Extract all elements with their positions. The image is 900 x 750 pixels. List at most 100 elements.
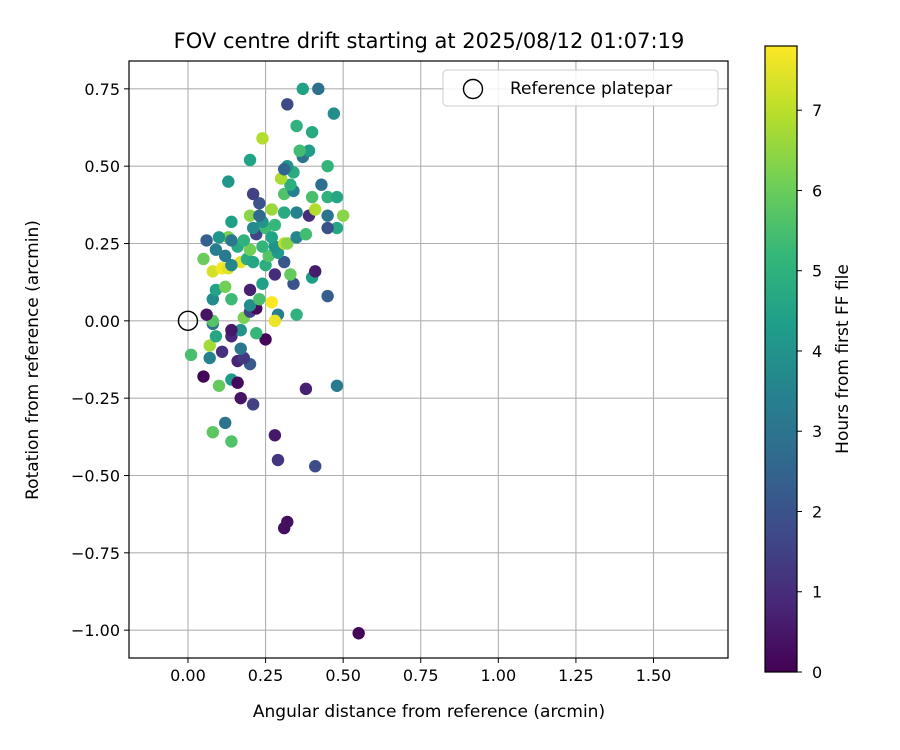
scatter-point: [225, 435, 238, 448]
x-axis-ticks: 0.00 0.25 0.50 0.75 1.00 1.25 1.50: [170, 658, 671, 685]
scatter-point: [215, 345, 229, 358]
colorbar-tick-label: 2: [812, 502, 822, 521]
legend-label: Reference platepar: [510, 79, 672, 99]
scatter-point: [212, 231, 226, 244]
scatter-point: [243, 209, 257, 222]
scatter-point: [253, 209, 266, 222]
scatter-point: [246, 221, 260, 235]
scatter-point: [265, 231, 278, 244]
scatter-point: [209, 243, 223, 256]
chart-title: FOV centre drift starting at 2025/08/12 …: [174, 29, 685, 53]
scatter-point: [299, 382, 313, 396]
colorbar-label: Hours from first FF file: [833, 264, 853, 454]
y-tick-label: −0.25: [71, 389, 120, 408]
x-tick-label: 0.50: [325, 666, 361, 685]
y-tick-label: 0.75: [84, 80, 120, 99]
colorbar: [764, 45, 798, 673]
scatter-point: [253, 197, 266, 210]
scatter-point: [309, 203, 322, 216]
colorbar-tick-label: 3: [812, 422, 822, 441]
scatter-point: [290, 308, 303, 321]
scatter-point: [299, 228, 313, 241]
scatter-point: [225, 234, 238, 247]
reference-platepar-marker: [177, 310, 199, 332]
scatter-point: [321, 159, 334, 173]
scatter-point: [309, 460, 322, 473]
scatter-point: [271, 453, 285, 467]
scatter-point: [321, 289, 334, 303]
scatter-point: [234, 323, 247, 337]
scatter-point: [246, 187, 260, 201]
scatter-point: [203, 351, 216, 365]
scatter-point: [309, 265, 322, 278]
scatter-point: [209, 330, 223, 343]
scatter-point: [219, 416, 232, 430]
scatter-point: [184, 348, 198, 362]
legend: Reference platepar: [442, 69, 719, 107]
scatter-point: [305, 190, 319, 204]
scatter-point: [197, 370, 210, 383]
scatter-point: [243, 283, 257, 297]
scatter-point: [222, 175, 235, 188]
scatter-point: [212, 379, 226, 392]
colorbar-tick-label: 6: [812, 181, 822, 200]
scatter-point: [231, 376, 244, 389]
scatter-point: [203, 339, 216, 352]
scatter-point: [200, 234, 213, 247]
scatter-point: [243, 299, 257, 312]
legend-box: [442, 69, 719, 107]
scatter-point: [277, 206, 291, 219]
scatter-point: [246, 398, 260, 411]
y-tick-label: −1.00: [71, 621, 120, 640]
scatter-point: [253, 292, 266, 306]
x-tick-label: 0.75: [403, 666, 439, 685]
scatter-point: [234, 342, 247, 355]
scatter-point: [284, 268, 297, 281]
scatter-point: [265, 296, 278, 309]
colorbar-tick-label: 7: [812, 101, 822, 120]
scatter-point: [296, 82, 310, 96]
scatter-point: [237, 234, 251, 247]
scatter-point: [330, 379, 344, 392]
legend-marker-icon: [462, 78, 484, 100]
scatter-point: [352, 627, 365, 640]
colorbar-tick-label: 0: [812, 663, 822, 682]
scatter-point: [268, 268, 282, 281]
scatter-point: [243, 243, 257, 256]
scatter-point: [277, 255, 291, 269]
x-tick-label: 1.25: [558, 666, 594, 685]
x-tick-label: 1.00: [481, 666, 517, 685]
y-tick-label: −0.50: [71, 466, 120, 485]
scatter-point: [200, 308, 213, 321]
y-axis-label: Rotation from reference (arcmin): [23, 220, 43, 500]
y-tick-label: 0.00: [84, 312, 120, 331]
scatter-point: [197, 252, 210, 266]
scatter-point: [277, 163, 291, 176]
scatter-point: [246, 255, 260, 269]
scatter-point: [321, 190, 334, 204]
x-tick-label: 0.00: [170, 666, 206, 685]
scatter-point: [234, 391, 247, 405]
scatter-point: [336, 209, 350, 222]
scatter-point: [293, 144, 306, 157]
colorbar-tick-label: 1: [812, 583, 822, 602]
scatter-point: [206, 425, 219, 439]
scatter-point: [290, 206, 303, 219]
scatter-point: [256, 277, 269, 290]
scatter-points: [184, 82, 365, 640]
x-tick-label: 1.50: [636, 666, 672, 685]
x-axis-label: Angular distance from reference (arcmin): [253, 702, 605, 722]
y-tick-label: 0.25: [84, 235, 120, 254]
scatter-point: [268, 429, 282, 442]
scatter-point: [330, 221, 344, 235]
scatter-point: [305, 125, 319, 139]
scatter-point: [302, 144, 316, 157]
scatter-point: [256, 132, 269, 145]
colorbar-tick-label: 5: [812, 262, 822, 281]
y-tick-label: 0.50: [84, 157, 120, 176]
scatter-point: [256, 240, 269, 253]
scatter-point: [281, 515, 294, 529]
scatter-point: [312, 82, 325, 96]
scatter-point: [219, 249, 232, 263]
